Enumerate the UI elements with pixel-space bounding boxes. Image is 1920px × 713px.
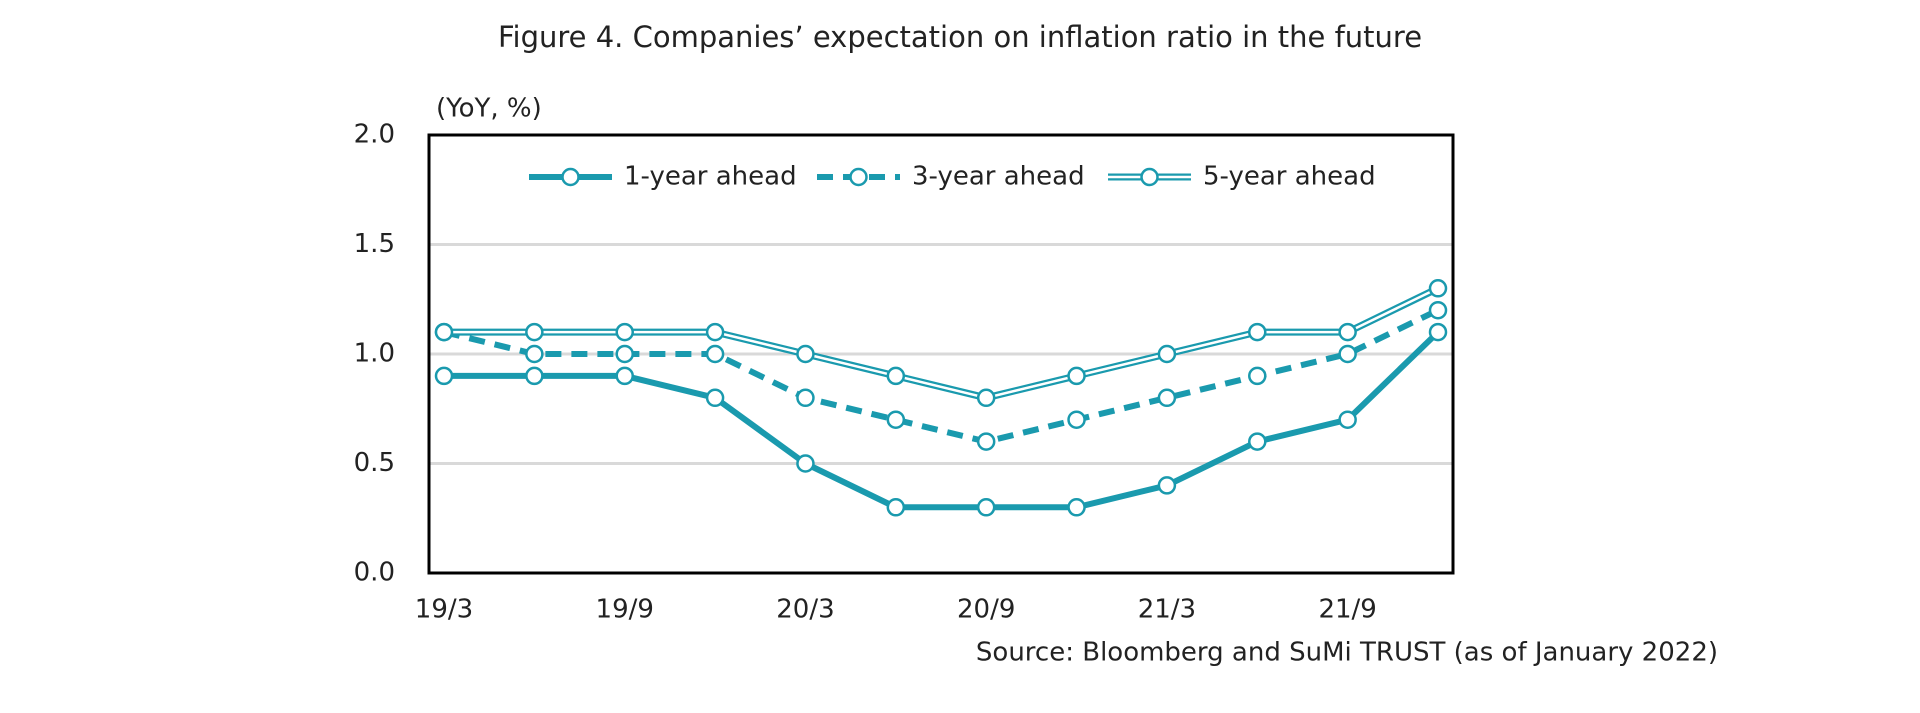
x-tick-label: 19/3 — [415, 595, 473, 625]
point — [1428, 279, 1448, 298]
legend-label: 1-year ahead — [624, 162, 797, 192]
point — [796, 344, 815, 364]
x-tick-label: 20/9 — [957, 595, 1015, 625]
point — [1338, 410, 1357, 429]
point — [1067, 410, 1086, 429]
point — [1428, 322, 1448, 342]
point — [434, 322, 454, 342]
point — [1248, 366, 1267, 386]
point — [1248, 322, 1267, 342]
point — [886, 498, 906, 517]
series-line-inner — [444, 287, 1439, 400]
point — [886, 410, 906, 429]
point — [705, 322, 725, 342]
series-line — [444, 329, 1441, 511]
point — [1157, 344, 1177, 364]
y-tick-label: 1.5 — [354, 229, 395, 259]
point — [886, 366, 906, 386]
point — [1067, 498, 1086, 517]
source-note: Source: Bloomberg and SuMi TRUST (as of … — [976, 638, 1718, 668]
point — [1157, 476, 1177, 495]
y-tick-label: 0.5 — [354, 448, 395, 478]
point — [615, 366, 634, 386]
legend-label: 5-year ahead — [1203, 162, 1376, 192]
point — [1248, 432, 1267, 451]
point — [1067, 366, 1086, 386]
point — [1428, 300, 1448, 320]
point — [1338, 322, 1357, 342]
point — [1157, 388, 1177, 408]
y-tick-label: 1.0 — [354, 339, 395, 369]
point — [525, 344, 544, 364]
point — [615, 322, 634, 342]
legend-marker — [1140, 167, 1159, 187]
series-line — [444, 285, 1440, 402]
point — [525, 322, 544, 342]
x-tick-label: 20/3 — [776, 595, 834, 625]
point — [796, 388, 815, 408]
y-tick-label: 2.0 — [354, 120, 395, 150]
legend-marker — [849, 167, 868, 187]
point — [976, 388, 996, 408]
point — [434, 366, 454, 386]
y-axis-label: (YoY, %) — [436, 94, 542, 124]
x-tick-label: 19/9 — [596, 595, 654, 625]
point — [1338, 344, 1357, 364]
point — [976, 432, 996, 451]
legend-marker — [561, 167, 580, 187]
series-line — [443, 307, 1440, 445]
point — [705, 388, 725, 408]
plot-frame — [427, 133, 1455, 575]
point — [525, 366, 544, 386]
chart-title: Figure 4. Companies’ expectation on infl… — [498, 20, 1422, 54]
legend-label: 3-year ahead — [912, 162, 1085, 192]
x-tick-label: 21/9 — [1318, 595, 1376, 625]
point — [705, 344, 725, 364]
point — [796, 454, 815, 473]
y-tick-label: 0.0 — [354, 558, 395, 588]
point — [976, 498, 996, 517]
point — [615, 344, 634, 364]
x-tick-label: 21/3 — [1138, 595, 1196, 625]
